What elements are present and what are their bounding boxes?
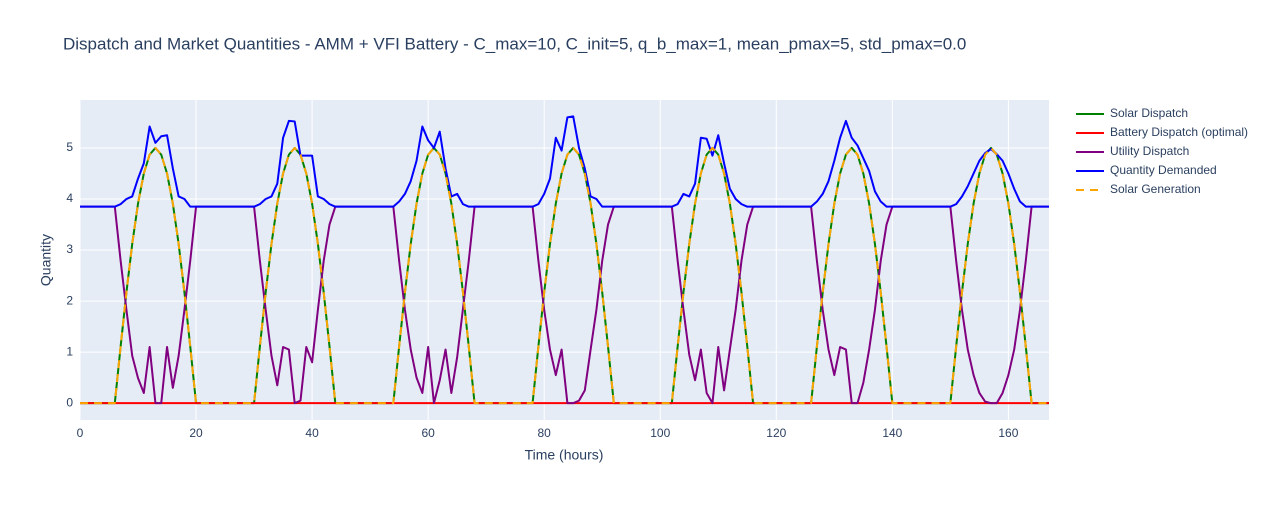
chart-title: Dispatch and Market Quantities - AMM + V… — [63, 34, 966, 53]
x-tick-label: 160 — [998, 426, 1018, 440]
legend-label: Battery Dispatch (optimal) — [1110, 125, 1248, 139]
y-tick-label: 2 — [66, 293, 73, 307]
y-tick-label: 1 — [66, 344, 73, 358]
y-axis-title: Quantity — [38, 234, 54, 286]
x-tick-label: 100 — [650, 426, 670, 440]
x-tick-label: 20 — [189, 426, 203, 440]
plot-area — [80, 100, 1049, 420]
legend-label: Solar Dispatch — [1110, 106, 1188, 120]
legend-label: Solar Generation — [1110, 182, 1201, 196]
y-tick-label: 4 — [66, 191, 73, 205]
x-axis-title: Time (hours) — [525, 447, 604, 463]
y-tick-label: 3 — [66, 242, 73, 256]
x-tick-label: 40 — [305, 426, 319, 440]
x-tick-label: 60 — [421, 426, 435, 440]
x-tick-label: 120 — [766, 426, 786, 440]
y-tick-label: 0 — [66, 395, 73, 409]
legend-label: Quantity Demanded — [1110, 163, 1217, 177]
legend-label: Utility Dispatch — [1110, 144, 1189, 158]
x-tick-label: 0 — [77, 426, 84, 440]
x-tick-label: 140 — [882, 426, 902, 440]
series-line — [80, 115, 1049, 208]
x-tick-label: 80 — [538, 426, 552, 440]
y-tick-label: 5 — [66, 140, 73, 154]
